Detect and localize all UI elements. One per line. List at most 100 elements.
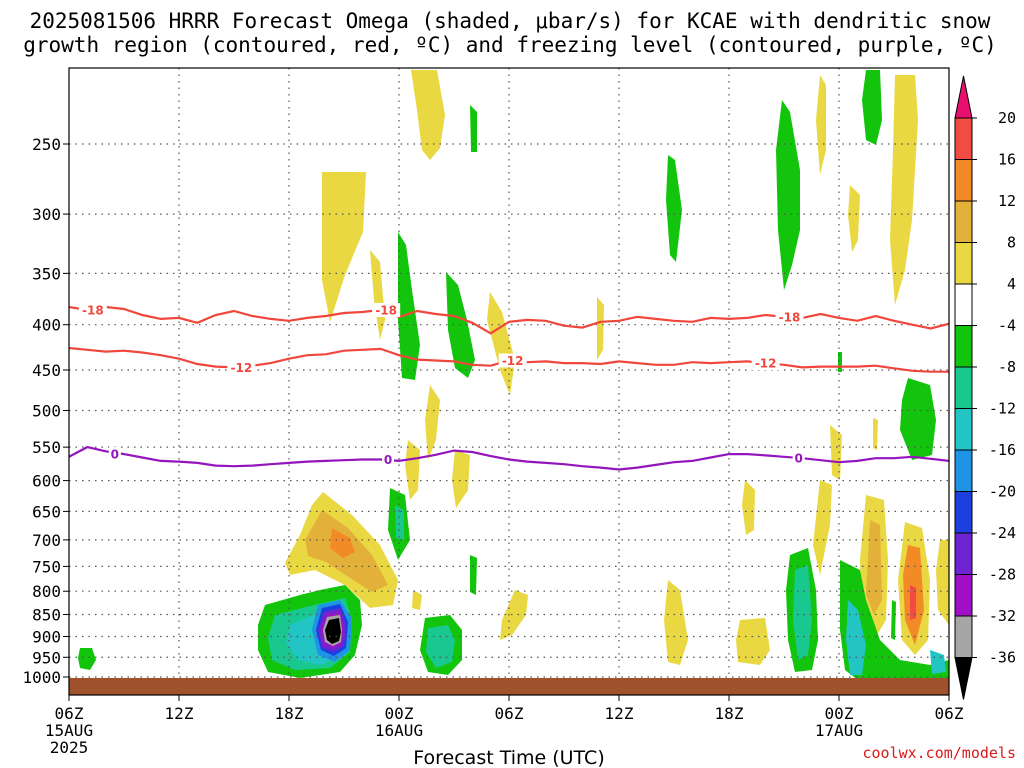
omega-shading <box>78 70 949 680</box>
chart-title-line-1: 2025081506 HRRR Forecast Omega (shaded, … <box>30 9 991 33</box>
y-tick-label: 500 <box>32 402 61 421</box>
contour-label: -18 <box>375 304 397 318</box>
colorbar-label: 4 <box>1007 275 1016 293</box>
colorbar-bottom-arrow <box>954 657 973 700</box>
x-tick-label: 12Z <box>605 704 634 723</box>
omega-region-negative <box>78 648 96 670</box>
colorbar-band <box>954 449 973 492</box>
x-tick-year-label: 2025 <box>50 738 89 757</box>
y-tick-label: 850 <box>32 606 61 625</box>
colorbar-label: -12 <box>989 400 1016 418</box>
omega-region-positive <box>330 528 355 558</box>
y-tick-label: 1000 <box>22 668 61 687</box>
y-tick-label: 550 <box>32 438 61 457</box>
y-tick-label: 400 <box>32 316 61 335</box>
colorbar-band <box>954 615 973 658</box>
omega-region-negative <box>776 100 800 290</box>
grid-lines <box>69 68 949 695</box>
colorbar-band <box>954 159 973 202</box>
colorbar-label: 16 <box>998 151 1016 169</box>
omega-region-negative <box>470 105 477 152</box>
y-tick-label: 300 <box>32 205 61 224</box>
omega-region-positive <box>910 585 916 620</box>
colorbar-label: -8 <box>998 358 1016 376</box>
colorbar-band <box>954 532 973 575</box>
omega-region-positive <box>664 580 688 665</box>
y-tick-label: 650 <box>32 502 61 521</box>
credit-text[interactable]: coolwx.com/models <box>862 744 1016 762</box>
omega-region-positive <box>412 590 422 610</box>
omega-region-positive <box>452 450 470 508</box>
y-tick-label: 750 <box>32 557 61 576</box>
colorbar-label: -28 <box>989 566 1016 584</box>
colorbar-label: -24 <box>989 524 1016 542</box>
omega-region-negative <box>470 555 477 595</box>
x-axis-title: Forecast Time (UTC) <box>413 747 604 768</box>
omega-region-negative <box>840 560 949 680</box>
colorbar-band <box>954 200 973 243</box>
omega-region-negative <box>398 232 420 380</box>
omega-region-negative <box>862 70 882 145</box>
contour-label-bg <box>775 309 804 324</box>
x-tick-date-label: 17AUG <box>815 721 863 740</box>
y-tick-label: 900 <box>32 627 61 646</box>
colorbar-label: 8 <box>1007 234 1016 252</box>
y-tick-label: 700 <box>32 531 61 550</box>
x-tick-date-label: 16AUG <box>375 721 423 740</box>
colorbar-label: -36 <box>989 649 1016 667</box>
colorbar-top-arrow <box>954 75 973 119</box>
y-axis-ticks: 250 300 350 400 450 500 550 600 650 700 750 800 850 9… <box>22 135 69 687</box>
contour-label: -12 <box>230 361 252 375</box>
x-tick-label: 00Z <box>385 704 414 723</box>
omega-region-negative <box>846 600 866 675</box>
colorbar-label: -16 <box>989 441 1016 459</box>
colorbar-label: 20 <box>998 109 1016 127</box>
omega-region-positive <box>813 480 832 575</box>
y-tick-label: 600 <box>32 472 61 491</box>
colorbar-label: 12 <box>998 192 1016 210</box>
omega-region-positive <box>597 297 604 360</box>
contour-label-bg <box>108 447 121 462</box>
colorbar-band <box>954 325 973 368</box>
omega-region-positive <box>848 185 860 252</box>
omega-region-negative <box>930 650 946 674</box>
omega-region-positive <box>322 172 366 322</box>
omega-region-negative <box>395 505 404 540</box>
contour-label-bg <box>751 356 780 371</box>
omega-region-positive <box>816 75 826 175</box>
omega-region-negative <box>891 600 896 640</box>
colorbar-band <box>954 491 973 534</box>
x-tick-label: 00Z <box>825 704 854 723</box>
x-tick-label: 06Z <box>55 704 84 723</box>
contour-label-bg <box>372 303 401 318</box>
colorbar-band <box>954 574 973 617</box>
colorbar-band <box>954 242 973 285</box>
contour-label-bg <box>78 303 107 318</box>
x-tick-label: 12Z <box>165 704 194 723</box>
omega-region-positive <box>866 520 882 615</box>
contour-label-bg <box>227 360 256 375</box>
y-tick-label: 250 <box>32 135 61 154</box>
y-tick-label: 800 <box>32 582 61 601</box>
x-tick-label: 06Z <box>935 704 964 723</box>
omega-region-positive <box>405 440 420 500</box>
contour-label: -18 <box>779 310 801 324</box>
omega-region-positive <box>936 540 949 625</box>
omega-region-positive <box>500 590 528 640</box>
omega-region-positive <box>873 418 878 450</box>
colorbar-label: -32 <box>989 607 1016 625</box>
omega-region-positive <box>425 385 440 460</box>
colorbar-band <box>954 366 973 409</box>
contour-label: -18 <box>82 304 104 318</box>
colorbar-label: -20 <box>989 483 1016 501</box>
contour-label-bg <box>382 452 394 467</box>
omega-region-positive <box>890 75 918 305</box>
contour-label: -12 <box>755 357 777 371</box>
chart-title-line-2: growth region (contoured, red, ºC) and f… <box>23 33 997 57</box>
y-tick-label: 450 <box>32 361 61 380</box>
colorbar-band <box>954 283 973 326</box>
y-tick-label: 950 <box>32 648 61 667</box>
omega-region-negative <box>900 378 936 460</box>
contour-label: 0 <box>384 453 392 467</box>
